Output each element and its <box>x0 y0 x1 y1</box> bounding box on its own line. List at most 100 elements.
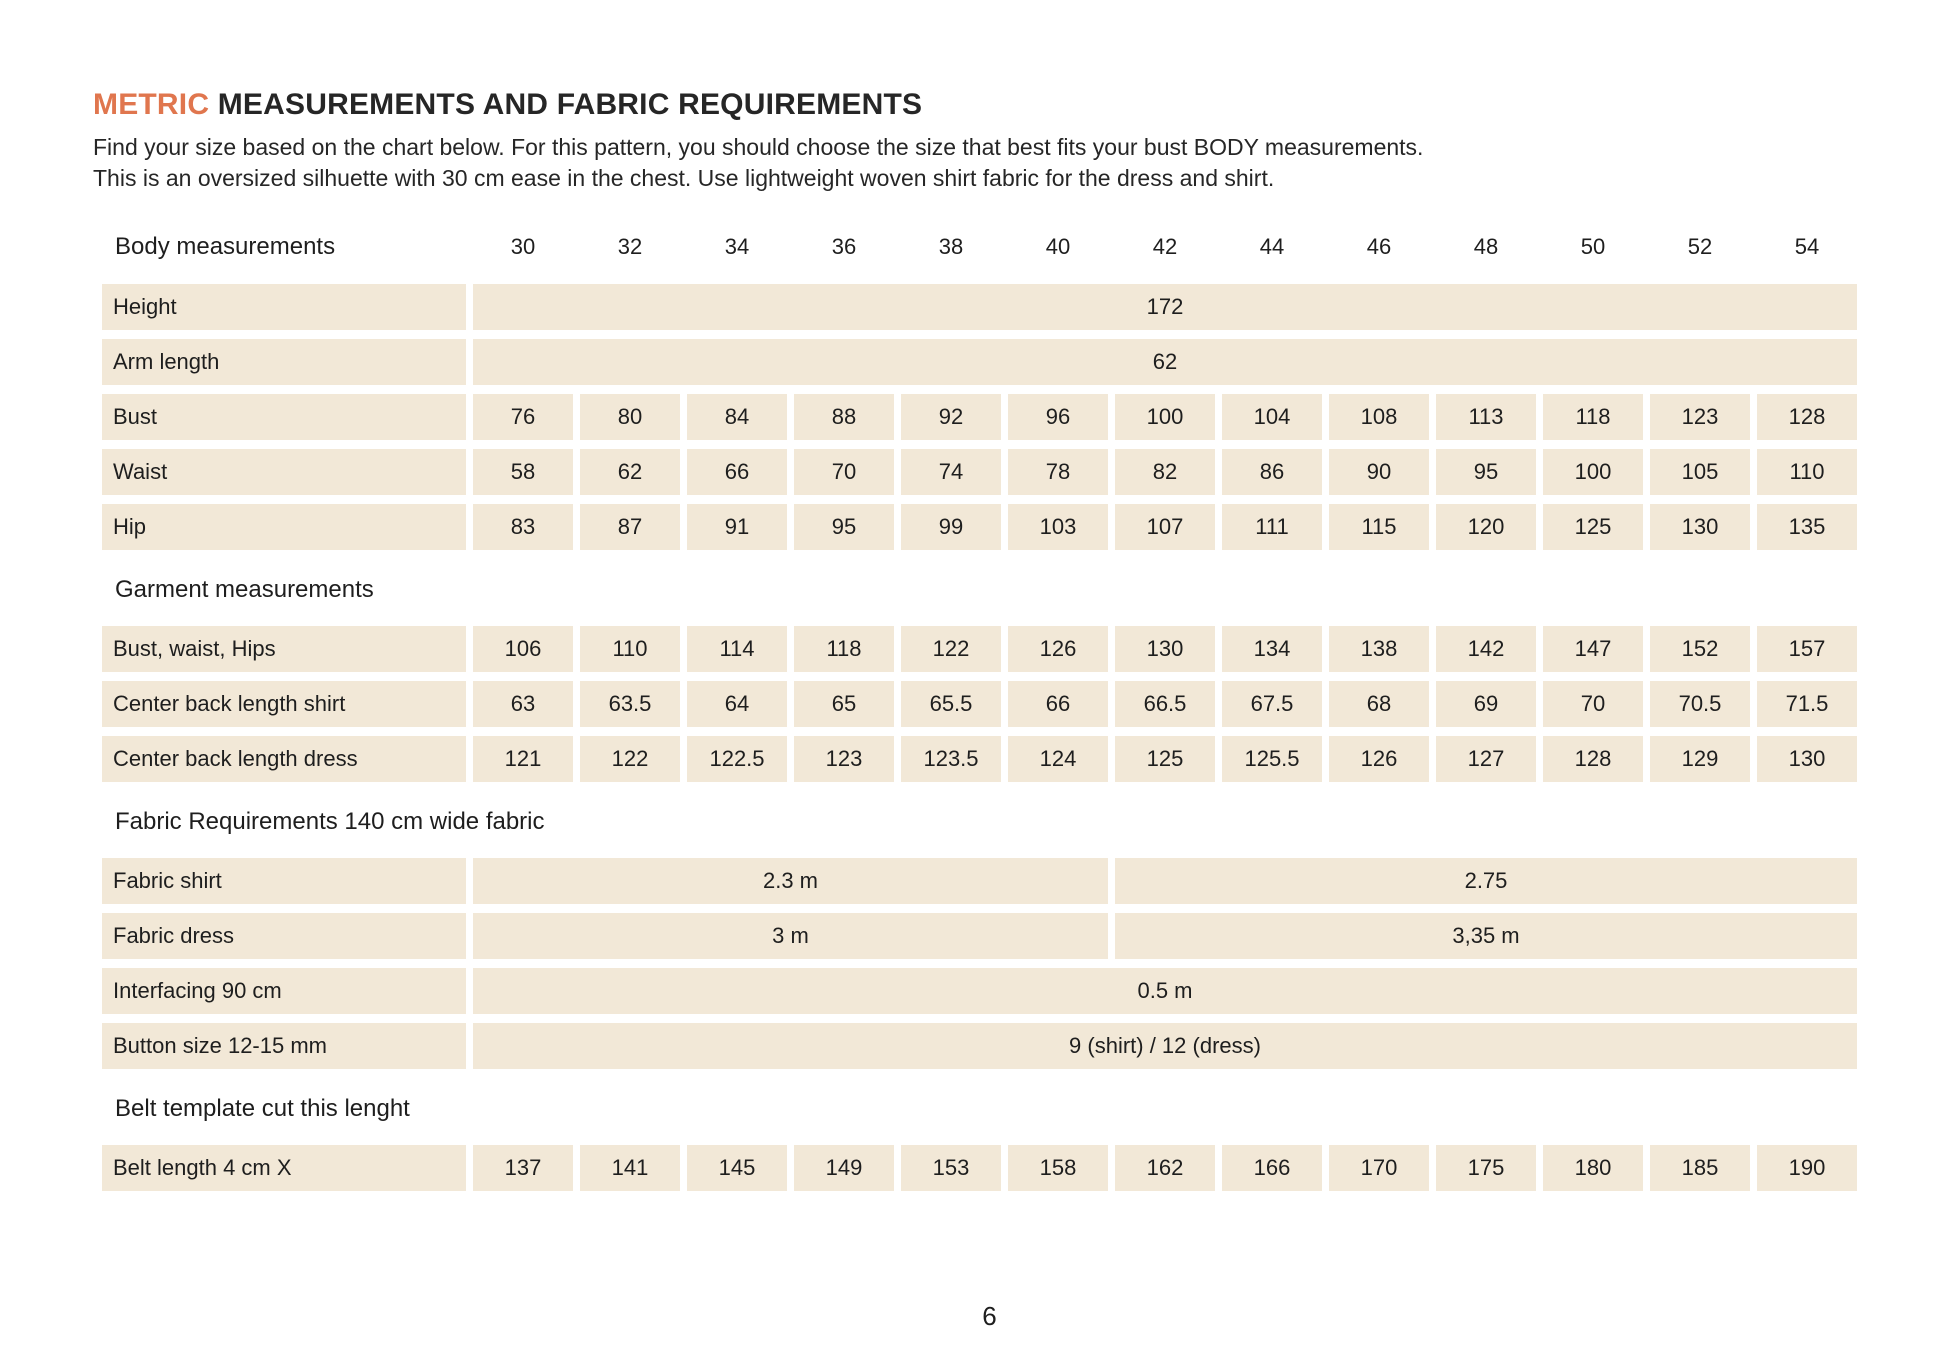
value-cell: 142 <box>1436 626 1536 672</box>
value-cell: 87 <box>580 504 680 550</box>
value-cell: 78 <box>1008 449 1108 495</box>
intro-paragraph: Find your size based on the chart below.… <box>93 132 1886 194</box>
merged-value-cell: 2.3 m <box>473 858 1108 904</box>
value-cell: 69 <box>1436 681 1536 727</box>
value-cell: 114 <box>687 626 787 672</box>
value-cell: 65.5 <box>901 681 1001 727</box>
intro-line-2: This is an oversized silhuette with 30 c… <box>93 165 1275 191</box>
value-cell: 67.5 <box>1222 681 1322 727</box>
value-cell: 126 <box>1008 626 1108 672</box>
row-label: Height <box>102 284 466 330</box>
value-cell: 180 <box>1543 1145 1643 1191</box>
value-cell: 134 <box>1222 626 1322 672</box>
merged-value-cell: 3 m <box>473 913 1108 959</box>
size-column-header: 54 <box>1794 234 1820 259</box>
size-header-row: Body measurements 30 32 34 36 38 40 42 44 46 48 50 5… <box>102 224 1857 270</box>
value-cell: 128 <box>1543 736 1643 782</box>
value-cell: 70 <box>1543 681 1643 727</box>
section-header: Belt template cut this lenght <box>115 1095 410 1122</box>
size-column-header: 50 <box>1580 234 1606 259</box>
value-cell: 68 <box>1329 681 1429 727</box>
row-label: Waist <box>102 449 466 495</box>
value-cell: 121 <box>473 736 573 782</box>
table-row: Fabric dress 3 m 3,35 m <box>102 913 1857 959</box>
row-label: Center back length dress <box>102 736 466 782</box>
size-column-header: 40 <box>1045 234 1071 259</box>
size-column-header: 36 <box>831 234 857 259</box>
size-column-header: 52 <box>1687 234 1713 259</box>
section-header: Garment measurements <box>115 576 374 603</box>
table-row: Waist 58 62 66 70 74 78 82 86 90 95 100 105 110 <box>102 449 1857 495</box>
value-cell: 125 <box>1115 736 1215 782</box>
value-cell: 122.5 <box>687 736 787 782</box>
value-cell: 58 <box>473 449 573 495</box>
table-row: Belt length 4 cm X 137 141 145 149 153 158 162 1… <box>102 1145 1857 1191</box>
row-label: Interfacing 90 cm <box>102 968 466 1014</box>
value-cell: 82 <box>1115 449 1215 495</box>
value-cell: 157 <box>1757 626 1857 672</box>
value-cell: 123 <box>1650 394 1750 440</box>
row-label: Arm length <box>102 339 466 385</box>
value-cell: 86 <box>1222 449 1322 495</box>
value-cell: 152 <box>1650 626 1750 672</box>
intro-line-1: Find your size based on the chart below.… <box>93 134 1424 160</box>
table-row: Arm length 62 <box>102 339 1857 385</box>
merged-value-cell: 62 <box>473 339 1857 385</box>
size-column-header: 32 <box>617 234 643 259</box>
value-cell: 88 <box>794 394 894 440</box>
value-cell: 92 <box>901 394 1001 440</box>
value-cell: 123 <box>794 736 894 782</box>
value-cell: 74 <box>901 449 1001 495</box>
size-column-header: 42 <box>1152 234 1178 259</box>
value-cell: 126 <box>1329 736 1429 782</box>
value-cell: 104 <box>1222 394 1322 440</box>
value-cell: 66 <box>687 449 787 495</box>
value-cell: 153 <box>901 1145 1001 1191</box>
merged-value-cell: 172 <box>473 284 1857 330</box>
row-label: Belt length 4 cm X <box>102 1145 466 1191</box>
value-cell: 122 <box>580 736 680 782</box>
value-cell: 170 <box>1329 1145 1429 1191</box>
value-cell: 130 <box>1115 626 1215 672</box>
value-cell: 76 <box>473 394 573 440</box>
table-row: Center back length shirt 63 63.5 64 65 65.5 66… <box>102 681 1857 727</box>
table-row: Interfacing 90 cm 0.5 m <box>102 968 1857 1014</box>
table-row: Fabric shirt 2.3 m 2.75 <box>102 858 1857 904</box>
value-cell: 175 <box>1436 1145 1536 1191</box>
value-cell: 127 <box>1436 736 1536 782</box>
value-cell: 90 <box>1329 449 1429 495</box>
value-cell: 137 <box>473 1145 573 1191</box>
table-row: Bust, waist, Hips 106 110 114 118 122 126 130 13… <box>102 626 1857 672</box>
row-label: Bust <box>102 394 466 440</box>
value-cell: 185 <box>1650 1145 1750 1191</box>
value-cell: 91 <box>687 504 787 550</box>
value-cell: 100 <box>1543 449 1643 495</box>
value-cell: 63.5 <box>580 681 680 727</box>
size-column-header: 46 <box>1366 234 1392 259</box>
value-cell: 111 <box>1222 504 1322 550</box>
value-cell: 130 <box>1757 736 1857 782</box>
value-cell: 118 <box>794 626 894 672</box>
size-column-header: 44 <box>1259 234 1285 259</box>
value-cell: 80 <box>580 394 680 440</box>
value-cell: 122 <box>901 626 1001 672</box>
value-cell: 125 <box>1543 504 1643 550</box>
value-cell: 166 <box>1222 1145 1322 1191</box>
merged-value-cell: 3,35 m <box>1115 913 1857 959</box>
value-cell: 125.5 <box>1222 736 1322 782</box>
value-cell: 118 <box>1543 394 1643 440</box>
value-cell: 84 <box>687 394 787 440</box>
table-row: Center back length dress 121 122 122.5 123 12… <box>102 736 1857 782</box>
value-cell: 103 <box>1008 504 1108 550</box>
value-cell: 135 <box>1757 504 1857 550</box>
value-cell: 96 <box>1008 394 1108 440</box>
document-page: METRIC MEASUREMENTS AND FABRIC REQUIREME… <box>93 88 1886 1331</box>
section-header: Fabric Requirements 140 cm wide fabric <box>115 808 545 835</box>
merged-value-cell: 0.5 m <box>473 968 1857 1014</box>
value-cell: 120 <box>1436 504 1536 550</box>
value-cell: 115 <box>1329 504 1429 550</box>
value-cell: 105 <box>1650 449 1750 495</box>
value-cell: 107 <box>1115 504 1215 550</box>
merged-value-cell: 9 (shirt) / 12 (dress) <box>473 1023 1857 1069</box>
row-label: Fabric shirt <box>102 858 466 904</box>
